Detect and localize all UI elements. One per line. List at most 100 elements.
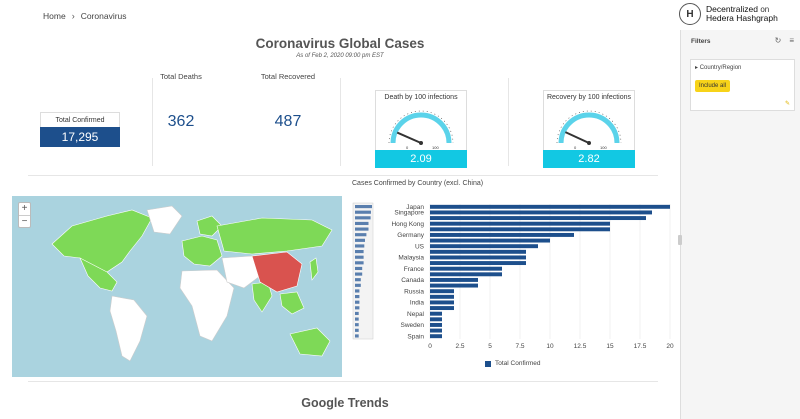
navigator-bar [355, 272, 363, 276]
bar-malaysia[interactable] [430, 255, 526, 260]
bar-germany[interactable] [430, 232, 574, 237]
china-region[interactable] [251, 251, 303, 293]
bar-russia[interactable] [430, 289, 454, 294]
recovery-gauge-card: Recovery by 100 infections 0 100 2.82 [543, 90, 635, 168]
brand-banner[interactable]: H Decentralized on Hedera Hashgraph [679, 0, 800, 28]
bar-japan[interactable] [430, 204, 670, 209]
brand-text: Decentralized on Hedera Hashgraph [706, 5, 778, 23]
legend-swatch [485, 360, 491, 367]
page-title: Coronavirus Global Cases [255, 36, 425, 51]
filters-title: Filters [691, 38, 711, 45]
menu-icon[interactable]: ≡ [789, 36, 794, 45]
bar-canada[interactable] [430, 277, 478, 282]
navigator-bar [355, 261, 364, 265]
navigator-bar [355, 311, 359, 316]
map-zoom-control: + − [18, 202, 31, 228]
bar-thailand[interactable] [430, 216, 646, 221]
gauge-needle [564, 131, 590, 144]
refresh-icon[interactable]: ↻ [774, 36, 782, 45]
brand-line1: Decentralized [706, 4, 758, 14]
chart-title: Cases Confirmed by Country (excl. China) [352, 180, 484, 187]
y-tick-label: France [404, 266, 425, 273]
y-tick-label: Malaysia [398, 255, 424, 262]
x-tick-label: 2.5 [455, 343, 464, 350]
bar-vietnam[interactable] [430, 272, 502, 277]
breadcrumb-home-link[interactable]: Home [43, 11, 66, 21]
death-gauge-card: Death by 100 infections 0 100 2.09 [375, 90, 467, 168]
navigator-bar [355, 216, 371, 220]
bar-sweden[interactable] [430, 322, 442, 327]
y-tick-label: Russia [404, 288, 424, 295]
gauge-min: 0 [406, 145, 409, 150]
x-tick-label: 12.5 [574, 343, 587, 350]
total-confirmed-label: Total Confirmed [40, 112, 120, 127]
navigator-bar [355, 289, 360, 293]
breadcrumb-separator-icon: › [71, 11, 75, 21]
filter-actions: ↻ ≡ [775, 36, 794, 45]
bar-korea[interactable] [430, 227, 610, 232]
chart-navigator[interactable] [352, 202, 374, 340]
navigator-bar [355, 328, 359, 332]
north-america-region[interactable] [51, 209, 153, 273]
total-recovered-value: 487 [274, 113, 302, 130]
bar-australia[interactable] [430, 249, 526, 254]
google-trends-heading: Google Trends [301, 396, 389, 410]
y-tick-label: Singapore [394, 210, 424, 217]
death-rate-value: 2.09 [375, 150, 467, 168]
death-gauge: 0 100 [375, 103, 467, 150]
navigator-bar [355, 210, 371, 214]
bar-hong-kong[interactable] [430, 221, 610, 226]
bar-spain[interactable] [430, 334, 442, 339]
bar-singapore[interactable] [430, 210, 652, 215]
brand-line1-suffix: on [760, 5, 770, 14]
bar-finland[interactable] [430, 328, 442, 333]
page-subtitle: As of Feb 2, 2020 09:00 pm EST [296, 53, 384, 59]
zoom-out-button[interactable]: − [19, 215, 30, 227]
divider [152, 78, 153, 166]
y-tick-label: Japan [406, 204, 424, 211]
navigator-bar [355, 255, 364, 259]
breadcrumb: Home › Coronavirus [43, 11, 127, 21]
x-tick-label: 15 [606, 343, 614, 350]
include-all-chip[interactable]: Include all [695, 80, 731, 92]
divider [340, 78, 341, 166]
gauge-max: 100 [600, 145, 607, 150]
zoom-in-button[interactable]: + [21, 203, 28, 214]
total-deaths-label: Total Deaths [160, 72, 202, 81]
navigator-bar [355, 221, 369, 226]
bar-france[interactable] [430, 266, 502, 271]
bar-macau[interactable] [430, 261, 526, 266]
navigator-bar [355, 244, 365, 248]
country-region-filter[interactable]: ▸ Country/Region Include all ✎ [690, 59, 795, 111]
panel-resize-handle[interactable] [678, 235, 682, 245]
hedera-logo-icon: H [679, 3, 701, 25]
navigator-bar [355, 323, 359, 327]
total-deaths-value: 362 [167, 113, 195, 130]
bar-nepal[interactable] [430, 311, 442, 316]
world-map[interactable]: + − [12, 196, 342, 377]
bar-cambodia[interactable] [430, 317, 442, 322]
navigator-bar [355, 227, 369, 231]
bar-italy[interactable] [430, 294, 454, 299]
bar-india[interactable] [430, 300, 454, 305]
x-tick-label: 10 [546, 343, 554, 350]
navigator-bar [355, 317, 359, 321]
navigator-bar [355, 295, 360, 299]
x-tick-label: 17.5 [634, 343, 647, 350]
bar-taiwan[interactable] [430, 238, 550, 243]
filter-edit-icon[interactable]: ✎ [784, 101, 790, 107]
navigator-bar [355, 233, 367, 237]
y-tick-label: India [410, 300, 424, 307]
navigator-bar [355, 300, 360, 304]
total-confirmed-value: 17,295 [40, 127, 120, 147]
caret-right-icon: ▸ [695, 65, 699, 71]
bar-philippines[interactable] [430, 306, 454, 311]
gauge-min: 0 [574, 145, 577, 150]
bar-us[interactable] [430, 244, 538, 249]
navigator-bar [355, 250, 364, 254]
breadcrumb-current[interactable]: Coronavirus [80, 11, 127, 21]
navigator-bar [355, 238, 365, 242]
bar-uae[interactable] [430, 283, 478, 288]
y-tick-label: Germany [397, 232, 424, 239]
